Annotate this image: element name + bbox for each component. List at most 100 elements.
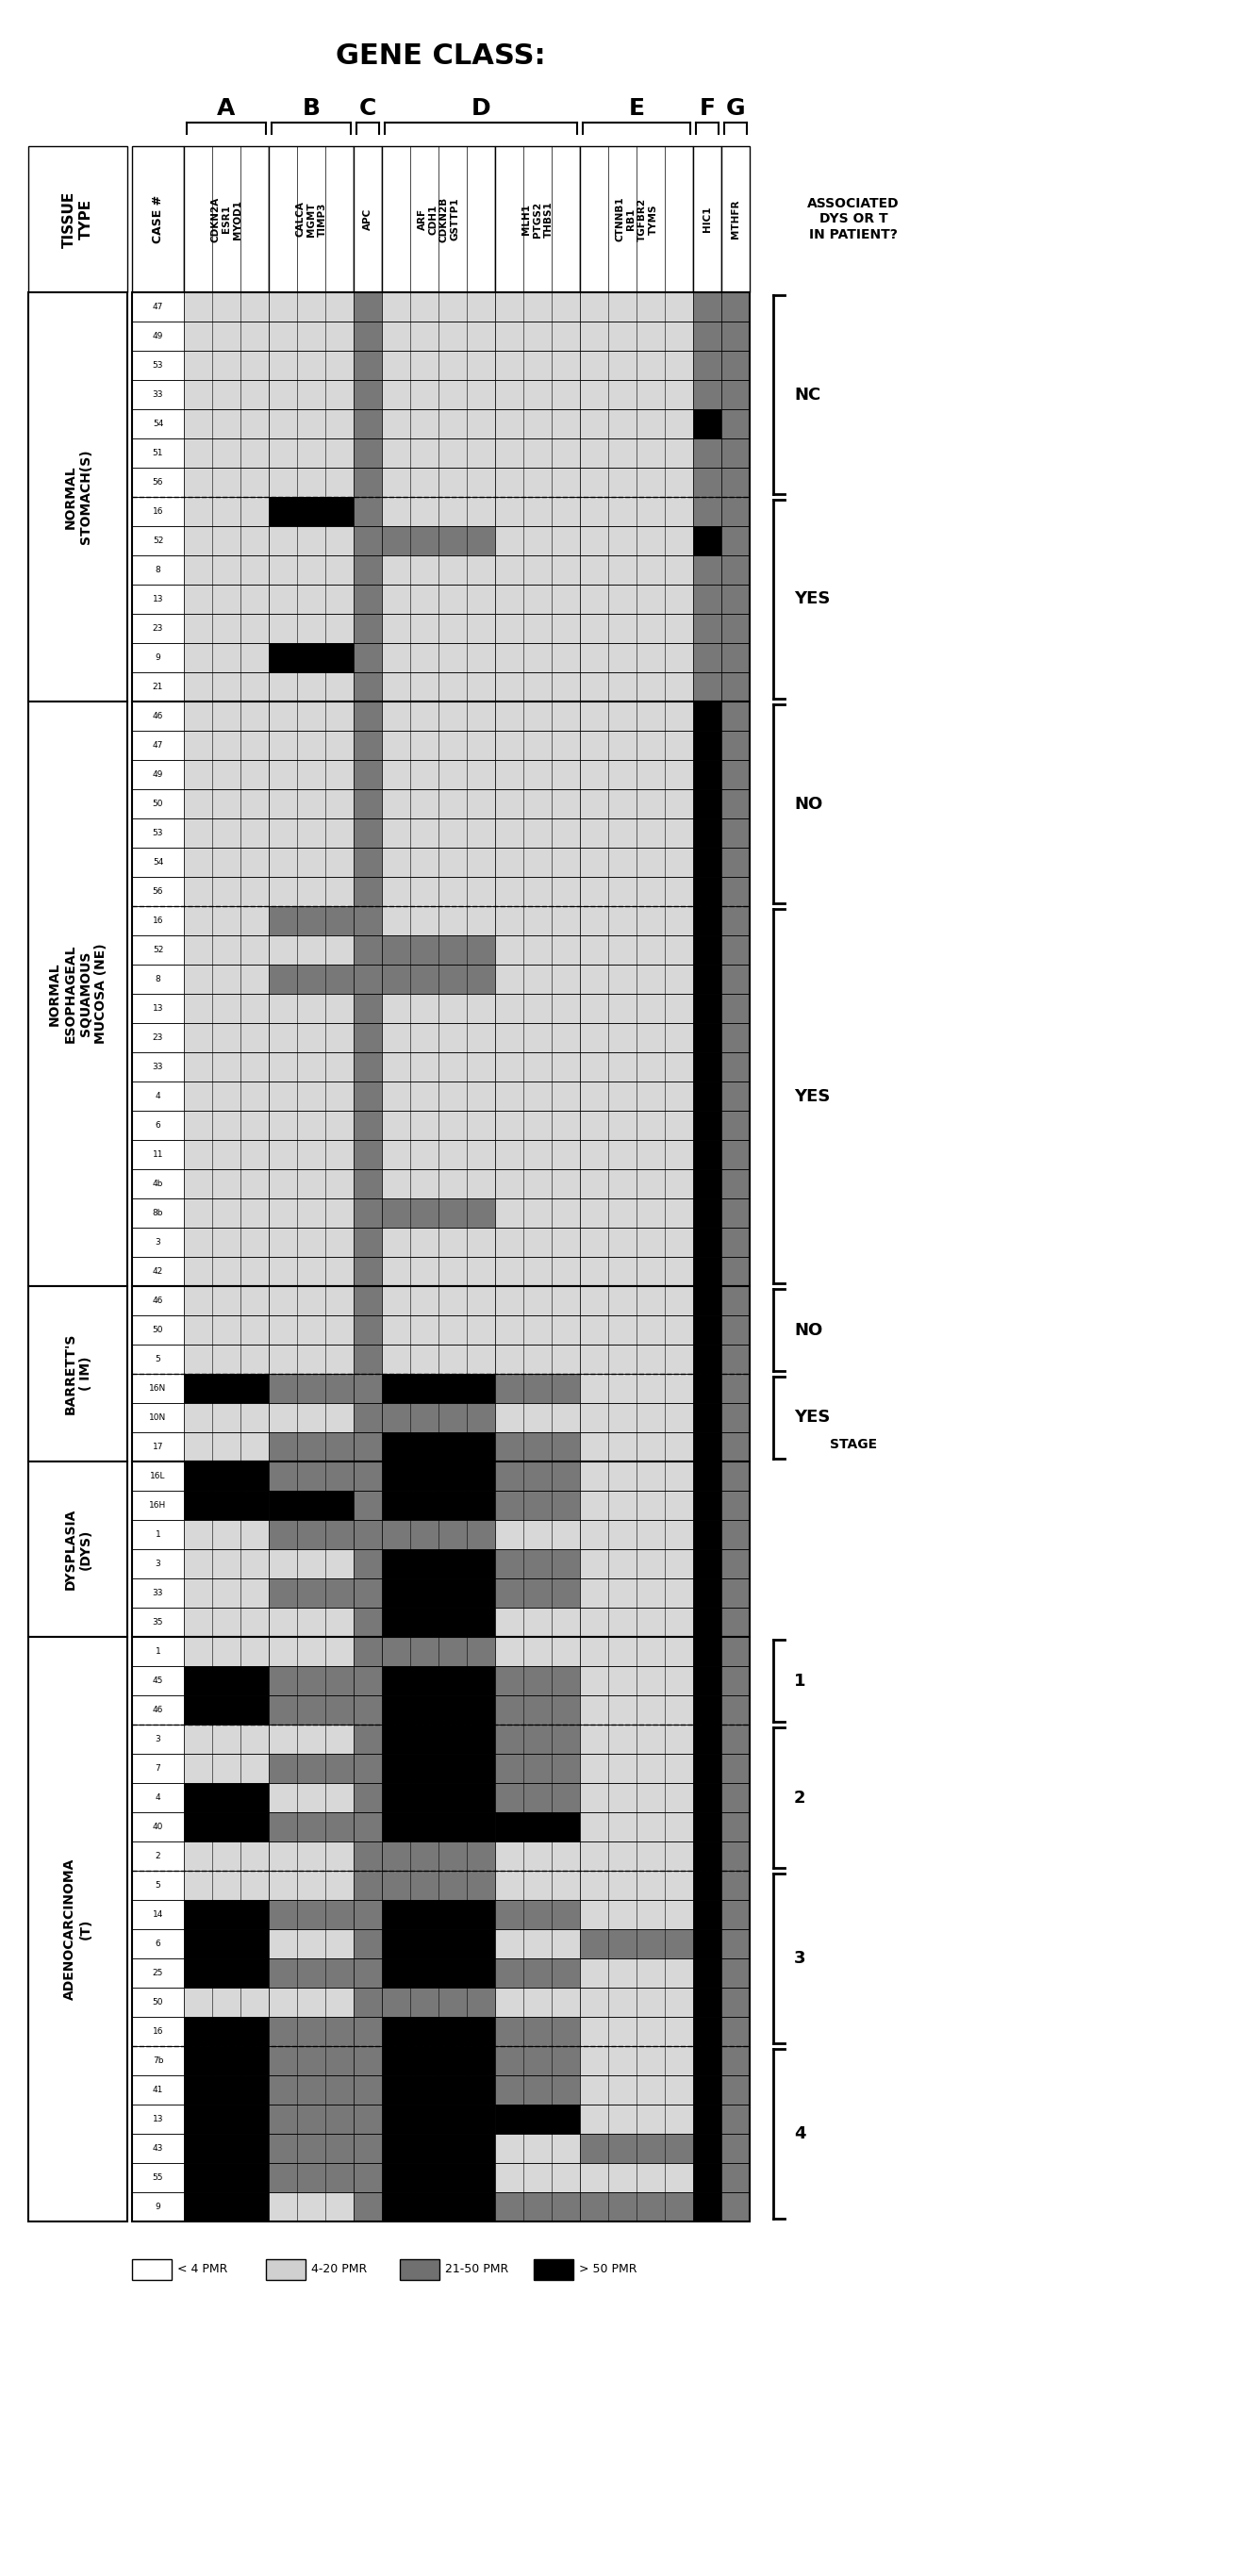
Bar bbox=[382, 963, 495, 994]
Bar bbox=[184, 2105, 269, 2133]
Bar bbox=[382, 1373, 495, 1404]
Bar bbox=[495, 438, 579, 469]
Bar bbox=[382, 469, 495, 497]
Text: 4: 4 bbox=[794, 2125, 806, 2143]
Bar bbox=[579, 1814, 693, 1842]
Bar bbox=[353, 1051, 382, 1082]
Text: GENE CLASS:: GENE CLASS: bbox=[336, 44, 546, 70]
Bar bbox=[693, 1814, 722, 1842]
Bar bbox=[132, 1989, 184, 2017]
Bar bbox=[693, 1198, 722, 1229]
Bar bbox=[132, 381, 184, 410]
Text: 7: 7 bbox=[155, 1765, 161, 1772]
Bar bbox=[382, 1548, 495, 1579]
Bar bbox=[722, 1607, 749, 1636]
Bar bbox=[693, 381, 722, 410]
Bar bbox=[693, 438, 722, 469]
Bar bbox=[693, 1695, 722, 1723]
Bar bbox=[722, 1783, 749, 1814]
Bar bbox=[184, 2017, 269, 2045]
Bar bbox=[353, 350, 382, 381]
Text: 1: 1 bbox=[794, 1672, 806, 1690]
Bar bbox=[269, 907, 353, 935]
Text: DYSPLASIA
(DYS): DYSPLASIA (DYS) bbox=[64, 1510, 92, 1589]
Bar bbox=[693, 1783, 722, 1814]
Bar bbox=[579, 585, 693, 613]
Bar bbox=[693, 1870, 722, 1901]
Bar bbox=[353, 701, 382, 732]
Bar bbox=[184, 1958, 269, 1989]
Bar bbox=[382, 2045, 495, 2076]
Bar bbox=[269, 672, 353, 701]
Bar bbox=[184, 788, 269, 819]
Bar bbox=[184, 848, 269, 876]
Bar bbox=[132, 876, 184, 907]
Bar bbox=[132, 1198, 184, 1229]
Bar bbox=[579, 2105, 693, 2133]
Bar bbox=[382, 1520, 495, 1548]
Bar bbox=[693, 760, 722, 788]
Bar bbox=[495, 497, 579, 526]
Bar bbox=[269, 2045, 353, 2076]
Bar bbox=[495, 1667, 579, 1695]
Bar bbox=[132, 1695, 184, 1723]
Bar bbox=[353, 1548, 382, 1579]
Bar bbox=[693, 497, 722, 526]
Bar bbox=[269, 935, 353, 963]
Bar bbox=[693, 2105, 722, 2133]
Bar bbox=[495, 907, 579, 935]
Text: G: G bbox=[725, 98, 745, 118]
Bar bbox=[579, 1667, 693, 1695]
Bar bbox=[382, 526, 495, 556]
Bar bbox=[132, 848, 184, 876]
Bar bbox=[184, 613, 269, 644]
Bar bbox=[184, 876, 269, 907]
Bar bbox=[722, 1404, 749, 1432]
Bar bbox=[693, 1842, 722, 1870]
Bar bbox=[382, 1579, 495, 1607]
Bar bbox=[184, 1989, 269, 2017]
Bar bbox=[353, 1842, 382, 1870]
Bar bbox=[382, 876, 495, 907]
Text: 50: 50 bbox=[152, 1327, 163, 1334]
Bar bbox=[693, 1723, 722, 1754]
Bar bbox=[579, 2017, 693, 2045]
Bar bbox=[269, 1901, 353, 1929]
Bar bbox=[693, 1345, 722, 1373]
Bar bbox=[132, 1051, 184, 1082]
Bar bbox=[353, 644, 382, 672]
Bar bbox=[132, 1548, 184, 1579]
Bar bbox=[132, 526, 184, 556]
Bar bbox=[693, 2076, 722, 2105]
Bar bbox=[184, 1667, 269, 1695]
Text: NO: NO bbox=[794, 796, 822, 811]
Bar bbox=[269, 1198, 353, 1229]
Text: 11: 11 bbox=[152, 1151, 163, 1159]
Bar bbox=[132, 994, 184, 1023]
Bar bbox=[184, 526, 269, 556]
Bar bbox=[132, 2105, 184, 2133]
Bar bbox=[495, 1989, 579, 2017]
Bar bbox=[693, 410, 722, 438]
Bar bbox=[132, 291, 184, 322]
Bar bbox=[722, 1989, 749, 2017]
Bar bbox=[722, 291, 749, 322]
Bar bbox=[495, 963, 579, 994]
Bar bbox=[579, 1432, 693, 1461]
Bar bbox=[495, 788, 579, 819]
Bar bbox=[495, 1285, 579, 1316]
Bar bbox=[693, 1051, 722, 1082]
Bar bbox=[269, 819, 353, 848]
Bar bbox=[579, 1636, 693, 1667]
Text: 10N: 10N bbox=[150, 1414, 167, 1422]
Text: NC: NC bbox=[794, 386, 821, 402]
Bar bbox=[184, 1492, 269, 1520]
Text: 2: 2 bbox=[156, 1852, 161, 1860]
Bar bbox=[382, 147, 495, 291]
Bar bbox=[132, 1723, 184, 1754]
Bar bbox=[269, 2076, 353, 2105]
Bar bbox=[132, 497, 184, 526]
Bar bbox=[184, 1783, 269, 1814]
Bar bbox=[132, 1345, 184, 1373]
Text: NORMAL
ESOPHAGEAL
SQUAMOUS
MUCOSA (NE): NORMAL ESOPHAGEAL SQUAMOUS MUCOSA (NE) bbox=[48, 943, 107, 1043]
